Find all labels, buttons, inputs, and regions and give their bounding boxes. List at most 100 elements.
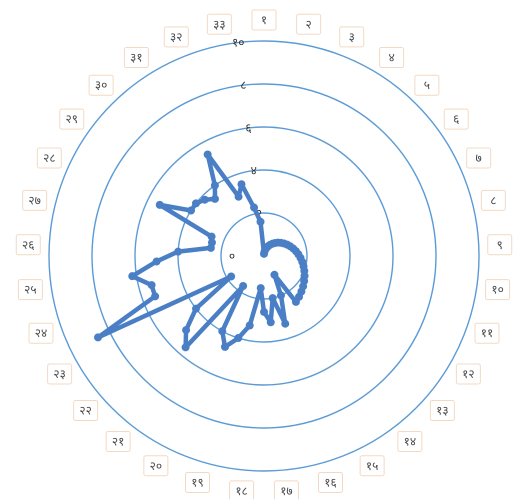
category-label-box bbox=[455, 363, 481, 385]
data-point bbox=[210, 181, 219, 190]
category-label-text: ३२ bbox=[170, 30, 182, 44]
category-label-box bbox=[143, 455, 169, 477]
category-label: ३० bbox=[88, 74, 114, 96]
ring-tick-label: ० bbox=[229, 249, 235, 263]
category-label: २५ bbox=[17, 279, 43, 301]
category-label-text: १२ bbox=[462, 367, 474, 381]
data-point bbox=[239, 281, 248, 290]
data-point bbox=[237, 180, 246, 189]
category-label: २३ bbox=[47, 363, 73, 385]
data-point bbox=[266, 318, 275, 327]
data-point bbox=[281, 319, 290, 328]
category-label-box bbox=[397, 431, 423, 453]
category-label-box bbox=[251, 9, 277, 31]
category-label-text: २८ bbox=[43, 151, 55, 165]
category-label-box bbox=[73, 400, 99, 422]
category-label-box bbox=[123, 46, 149, 68]
category-label: ३२ bbox=[163, 26, 189, 48]
category-label: १ bbox=[251, 9, 277, 31]
category-label: २८ bbox=[36, 147, 62, 169]
category-label-box bbox=[339, 26, 365, 48]
data-point bbox=[245, 321, 254, 330]
category-label: १९ bbox=[185, 471, 211, 493]
category-label-text: ८ bbox=[490, 193, 496, 207]
category-label-box bbox=[317, 471, 343, 493]
category-label-box bbox=[443, 108, 469, 130]
category-label: २१ bbox=[105, 431, 131, 453]
category-label-text: १७ bbox=[280, 484, 292, 498]
category-label-text: १० bbox=[491, 283, 503, 297]
category-label-text: ७ bbox=[476, 151, 482, 165]
data-point bbox=[256, 217, 265, 226]
category-label-text: २५ bbox=[24, 283, 36, 297]
ring-4 bbox=[177, 169, 351, 343]
series-line bbox=[95, 152, 307, 350]
data-point bbox=[128, 272, 137, 281]
data-point bbox=[152, 257, 161, 266]
category-label-box bbox=[47, 363, 73, 385]
category-label-box bbox=[17, 279, 43, 301]
data-point bbox=[151, 292, 160, 301]
data-point bbox=[203, 150, 212, 159]
category-label: १० bbox=[485, 279, 511, 301]
data-point bbox=[147, 281, 156, 290]
ring-tick-label: ६ bbox=[245, 121, 251, 135]
category-label: १७ bbox=[273, 480, 299, 499]
ring-tick-label: ८ bbox=[240, 78, 246, 92]
category-label: २ bbox=[296, 13, 322, 35]
category-label-box bbox=[296, 13, 322, 35]
data-point bbox=[181, 343, 190, 352]
category-label-text: ९ bbox=[497, 238, 503, 252]
data-point bbox=[200, 195, 209, 204]
category-label-text: २२ bbox=[79, 404, 91, 418]
category-label-box bbox=[206, 13, 232, 35]
data-point bbox=[210, 194, 219, 203]
data-point bbox=[234, 334, 243, 343]
category-label: १३ bbox=[429, 400, 455, 422]
series-group bbox=[93, 150, 309, 352]
category-label-box bbox=[22, 189, 48, 211]
category-label-text: ३० bbox=[95, 78, 107, 92]
category-label-text: ११ bbox=[481, 326, 493, 340]
radar-rings bbox=[48, 40, 480, 472]
category-label: १२ bbox=[455, 363, 481, 385]
data-point bbox=[250, 203, 259, 212]
data-point bbox=[256, 284, 265, 293]
category-labels: १ २३४५६७८९१०१११२१३१४१५१६१७१८१९२०२१२२२३२४२… bbox=[15, 9, 513, 499]
category-label: २० bbox=[143, 455, 169, 477]
data-point bbox=[191, 304, 200, 313]
category-label: ७ bbox=[466, 147, 492, 169]
data-point bbox=[187, 206, 196, 215]
category-label-text: २४ bbox=[35, 326, 47, 340]
category-label: ९ bbox=[487, 234, 513, 256]
data-point bbox=[182, 326, 191, 335]
category-label-box bbox=[429, 400, 455, 422]
category-label: ८ bbox=[480, 189, 506, 211]
category-label: ११ bbox=[474, 322, 500, 344]
category-label-box bbox=[487, 234, 513, 256]
category-label-text: ५ bbox=[424, 78, 430, 92]
category-label-text: २६ bbox=[22, 238, 34, 252]
data-point bbox=[207, 232, 216, 241]
category-label-text: १८ bbox=[235, 484, 247, 498]
category-label-text: ४ bbox=[388, 50, 394, 64]
data-point bbox=[93, 333, 102, 342]
category-label-text: २ bbox=[306, 17, 312, 31]
category-label-text: २९ bbox=[66, 112, 78, 126]
category-label-text: १६ bbox=[324, 475, 336, 489]
category-label-box bbox=[28, 322, 54, 344]
category-label-box bbox=[36, 147, 62, 169]
ring-tick-label: ४ bbox=[251, 164, 257, 178]
data-point bbox=[220, 342, 229, 351]
category-label-box bbox=[359, 455, 385, 477]
category-label-box bbox=[480, 189, 506, 211]
ring-6 bbox=[134, 126, 394, 386]
category-label-text: १ bbox=[261, 13, 267, 27]
data-point bbox=[227, 272, 236, 281]
data-point bbox=[218, 327, 227, 336]
data-point bbox=[234, 192, 243, 201]
data-point bbox=[191, 199, 200, 208]
category-label-text: २० bbox=[150, 459, 162, 473]
